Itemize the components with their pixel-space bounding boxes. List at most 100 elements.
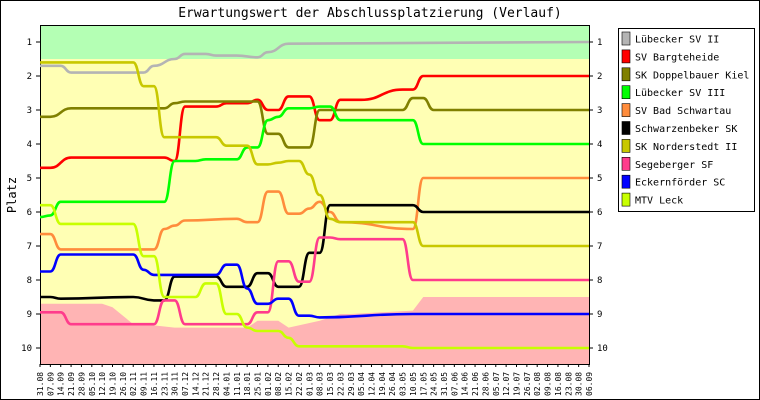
x-tick-label: 26.04 [388,372,397,396]
x-tick-label: 02.08 [533,372,542,396]
x-tick-label: 29.03 [347,372,356,396]
legend-swatch [621,139,631,153]
x-tick-label: 21.12 [202,372,211,396]
legend-label: SV Bad Schwartau [635,106,731,117]
series-line-6 [40,61,589,248]
x-tick-label: 19.07 [512,372,521,396]
y-axis-label: Platz [5,177,19,213]
x-tick-label: 05.10 [88,372,97,396]
x-tick-label: 22.02 [295,372,304,396]
y-tick-label-right: 5 [597,174,602,184]
x-tick-label: 10.05 [409,372,418,396]
series-line-0 [40,40,590,74]
chart-title: Erwartungswert der Abschlussplatzierung … [178,6,562,21]
legend-swatch [621,31,631,46]
legend-swatch [621,174,631,189]
x-tick-label: 08.03 [316,372,325,396]
legend-label: SK Doppelbauer Kiel [635,70,749,81]
x-tick-label: 05.07 [492,372,501,396]
series-line-9 [40,203,589,350]
x-tick-label: 17.05 [419,372,428,396]
x-tick-label: 15.03 [326,372,335,396]
y-tick-label-left: 4 [27,140,32,150]
legend: Lübecker SV II SV Bargteheide SK Doppelbau… [618,28,755,212]
legend-label: Lübecker SV II [635,35,719,46]
series-line-2 [40,96,589,149]
x-tick-label: 31.05 [440,372,449,396]
series-line-3 [39,105,589,219]
x-tick-label: 19.10 [109,372,118,396]
legend-swatch [621,103,631,117]
x-tick-label: 01.03 [305,372,314,396]
x-tick-label: 21.06 [471,372,480,396]
plot-area-border [40,25,590,365]
x-tick-label: 02.11 [129,372,138,396]
legend-box [618,28,755,212]
x-tick-label: 28.09 [77,372,86,396]
x-tick-label: 12.10 [98,372,107,396]
x-tick-label: 14.09 [57,372,66,396]
x-tick-label: 07.06 [450,372,459,396]
x-tick-label: 26.07 [523,372,532,396]
x-tick-label: 01.02 [264,372,273,396]
x-tick-label: 16.08 [554,372,563,396]
x-tick-label: 18.01 [243,372,252,396]
y-tick-label-right: 7 [597,242,602,252]
x-tick-label: 14.12 [191,372,200,396]
y-tick-label-right: 1 [597,38,602,48]
legend-swatch [621,192,631,207]
x-tick-label: 14.06 [461,372,470,396]
legend-label: Schwarzenbeker SK [635,124,737,135]
x-tick-label: 23.11 [160,372,169,396]
x-tick-label: 28.06 [481,372,490,396]
legend-label: Eckernförder SC [635,178,725,189]
y-tick-label-left: 2 [27,72,32,82]
x-tick-label: 19.04 [378,372,387,396]
y-tick-label-left: 7 [27,242,32,252]
x-tick-label: 12.04 [367,372,376,396]
y-tick-label-left: 10 [21,344,32,354]
series-line-5 [40,203,589,302]
series-lines [39,40,590,350]
legend-label: SK Norderstedt II [635,142,737,153]
background-zones [40,25,589,364]
legend-swatch [621,67,631,82]
x-tick-label: 30.08 [575,372,584,396]
y-tick-label-right: 6 [597,208,602,218]
legend-label: Lübecker SV III [635,88,725,99]
series-line-8 [40,253,589,319]
x-tick-label: 21.09 [67,372,76,396]
x-tick-label: 06.09 [585,372,594,396]
x-tick-label: 28.12 [212,372,221,396]
x-tick-label: 25.01 [254,372,263,396]
x-tick-label: 04.01 [222,372,231,396]
legend-swatch [621,85,631,99]
series-line-7 [40,236,589,326]
legend-label: Segeberger SF [635,160,713,171]
y-tick-label-left: 3 [27,106,32,116]
y-tick-label-left: 6 [27,208,32,218]
x-tick-label: 31.08 [36,372,45,396]
legend-swatch [621,49,631,64]
x-tick-label: 09.11 [140,372,149,396]
x-tick-label: 24.05 [430,372,439,396]
x-tick-label: 03.05 [399,372,408,396]
x-tick-label: 30.11 [171,372,180,396]
x-tick-label: 11.01 [233,372,242,396]
legend-swatch [621,157,631,171]
y-tick-label-right: 3 [597,106,602,116]
y-tick-label-left: 1 [27,38,32,48]
y-tick-label-left: 9 [27,310,32,320]
x-tick-label: 15.02 [285,372,294,396]
x-tick-label: 12.07 [502,372,511,396]
y-tick-label-right: 8 [597,276,602,286]
x-tick-label: 26.10 [119,372,128,396]
legend-label: SV Bargteheide [635,52,719,63]
x-tick-label: 07.12 [181,372,190,396]
legend-swatch [621,121,631,135]
x-tick-label: 05.04 [357,372,366,396]
x-tick-label: 08.02 [274,372,283,396]
x-tick-label: 22.03 [336,372,345,396]
